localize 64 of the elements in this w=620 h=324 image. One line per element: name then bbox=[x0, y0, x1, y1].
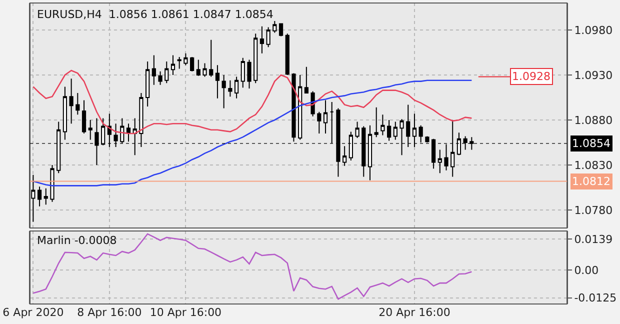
candlestick bbox=[69, 78, 74, 124]
candlestick bbox=[37, 186, 42, 207]
text: EURUSD,H4 1.0856 1.0861 1.0847 1.0854 bbox=[37, 8, 274, 21]
candlestick bbox=[292, 72, 296, 142]
candlestick bbox=[323, 100, 328, 134]
candlestick bbox=[278, 23, 284, 37]
candlestick bbox=[285, 33, 290, 76]
candlestick bbox=[393, 121, 398, 140]
x-tick-label: 6 Apr 2020 bbox=[2, 306, 64, 319]
candlestick bbox=[342, 146, 347, 166]
candlestick bbox=[240, 57, 245, 88]
candlestick bbox=[304, 66, 308, 94]
candlestick bbox=[260, 26, 264, 54]
y-tick-label: 1.0780 bbox=[574, 204, 613, 217]
y-tick-label: 1.0880 bbox=[574, 114, 613, 127]
candlestick bbox=[146, 61, 150, 107]
candlestick bbox=[209, 39, 214, 78]
candlestick bbox=[31, 174, 36, 222]
candlestick bbox=[76, 92, 80, 116]
candlestick bbox=[44, 188, 48, 206]
text: 1.0928 bbox=[512, 70, 550, 83]
y-tick-label: -0.0125 bbox=[574, 292, 617, 305]
candlestick bbox=[374, 106, 378, 138]
candlestick bbox=[88, 120, 92, 140]
x-tick-label: 10 Apr 16:00 bbox=[150, 306, 222, 319]
candlestick bbox=[438, 149, 442, 174]
ref-line-label: 1.0854 bbox=[572, 137, 610, 150]
candlestick bbox=[387, 120, 392, 142]
x-tick-label: 8 Apr 16:00 bbox=[77, 306, 142, 319]
chart-title: Marlin -0.0008 bbox=[37, 234, 117, 247]
candlestick bbox=[234, 76, 239, 99]
candlestick bbox=[266, 26, 270, 48]
candlestick bbox=[272, 20, 277, 34]
candlestick bbox=[184, 52, 188, 66]
y-tick-label: 0.0139 bbox=[574, 232, 613, 246]
y-tick-label: 1.0980 bbox=[574, 24, 613, 37]
candlestick bbox=[62, 86, 68, 140]
y-tick-label: 1.0830 bbox=[574, 158, 613, 172]
candlestick bbox=[222, 74, 226, 109]
candlestick bbox=[202, 62, 207, 78]
ref-line-label: 1.0812 bbox=[572, 175, 610, 188]
candlestick bbox=[355, 121, 360, 138]
candlestick bbox=[170, 54, 176, 76]
y-tick-label: 0.00 bbox=[574, 264, 599, 277]
candlestick bbox=[228, 80, 232, 98]
candlestick bbox=[215, 64, 220, 99]
line-series bbox=[32, 233, 472, 300]
candlestick bbox=[177, 56, 182, 70]
candlestick bbox=[317, 111, 322, 134]
candlestick bbox=[50, 164, 54, 202]
candlestick bbox=[196, 59, 200, 76]
line-series bbox=[32, 80, 472, 186]
candlestick bbox=[254, 33, 258, 84]
line-series bbox=[32, 70, 472, 134]
candlestick bbox=[298, 74, 302, 140]
candlestick bbox=[247, 59, 252, 89]
y-tick-label: 1.0930 bbox=[574, 68, 613, 82]
candlestick bbox=[190, 56, 194, 72]
candlestick bbox=[164, 61, 169, 84]
candlestick bbox=[82, 100, 86, 134]
candlestick bbox=[158, 70, 162, 86]
candlestick bbox=[152, 54, 156, 86]
x-tick-label: 20 Apr 16:00 bbox=[378, 306, 450, 319]
candlestick bbox=[380, 114, 385, 136]
